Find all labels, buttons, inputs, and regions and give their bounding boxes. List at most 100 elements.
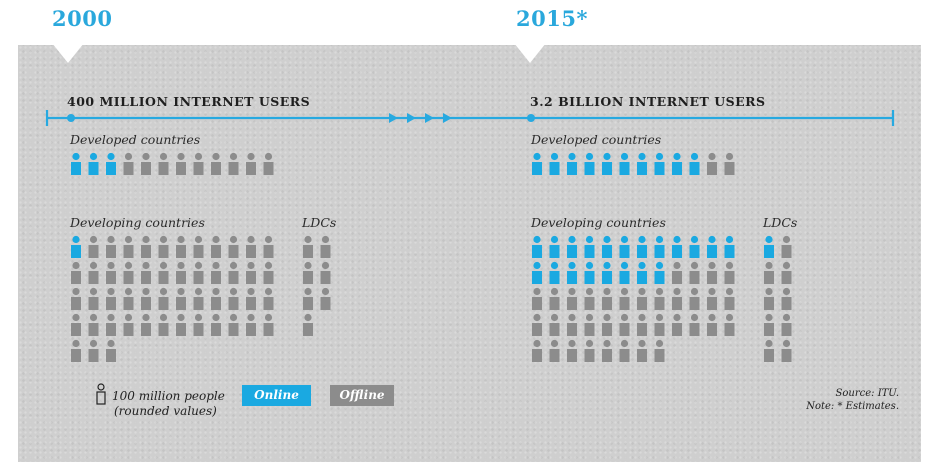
person-offline-icon [303, 313, 313, 336]
label-2000-ldcs: LDCs [302, 215, 337, 230]
person-offline-icon [532, 287, 542, 310]
notch-2000 [52, 43, 84, 63]
person-offline-icon [228, 287, 239, 310]
person-online-icon [637, 261, 647, 284]
person-offline-icon [228, 313, 239, 336]
person-offline-icon [689, 261, 700, 284]
person-offline-icon [781, 235, 792, 258]
person-offline-icon [707, 152, 717, 175]
person-online-icon [637, 235, 647, 258]
person-offline-icon [764, 339, 774, 362]
person-offline-icon [123, 313, 134, 336]
person-offline-icon [211, 287, 221, 310]
person-online-icon [602, 261, 612, 284]
person-offline-icon [320, 261, 331, 284]
person-offline-icon [211, 261, 221, 284]
person-offline-icon [724, 152, 735, 175]
person-offline-icon [637, 287, 647, 310]
person-offline-icon [71, 339, 81, 362]
notch-2015 [514, 43, 546, 63]
timeline-arrow-3 [425, 113, 434, 123]
person-offline-icon [532, 339, 542, 362]
person-offline-icon [781, 261, 792, 284]
person-offline-icon [228, 235, 239, 258]
person-offline-icon [549, 287, 560, 310]
person-offline-icon [158, 261, 169, 284]
person-offline-icon [176, 152, 186, 175]
person-offline-icon [602, 313, 612, 336]
person-offline-icon [246, 152, 256, 175]
legend-unit-line2: (rounded values) [114, 404, 217, 418]
timeline-dot-2000 [67, 114, 75, 122]
person-offline-icon [654, 313, 665, 336]
person-offline-icon [88, 339, 99, 362]
person-offline-icon [141, 261, 151, 284]
person-online-icon [549, 235, 560, 258]
person-offline-icon [707, 287, 717, 310]
person-offline-icon [263, 152, 274, 175]
person-offline-icon [106, 261, 116, 284]
person-offline-icon [781, 339, 792, 362]
person-offline-icon [123, 235, 134, 258]
person-online-icon [619, 261, 630, 284]
headline-2015: 3.2 BILLION INTERNET USERS [530, 94, 766, 109]
person-online-icon [584, 261, 595, 284]
person-offline-icon [549, 313, 560, 336]
timeline-arrow-2 [407, 113, 416, 123]
person-offline-icon [141, 152, 151, 175]
year-2000-label: 2000 [52, 6, 113, 31]
person-offline-icon [158, 313, 169, 336]
person-online-icon [532, 261, 542, 284]
person-offline-icon [549, 339, 560, 362]
person-offline-icon [71, 261, 81, 284]
person-offline-icon [228, 261, 239, 284]
person-online-icon [71, 235, 81, 258]
person-offline-icon [567, 287, 577, 310]
person-offline-icon [303, 261, 313, 284]
timeline-dot-2015 [527, 114, 535, 122]
person-offline-icon [176, 313, 186, 336]
person-offline-icon [106, 287, 116, 310]
person-offline-icon [707, 313, 717, 336]
person-offline-icon [263, 313, 274, 336]
person-offline-icon [158, 287, 169, 310]
person-offline-icon [689, 287, 700, 310]
person-offline-icon [246, 287, 256, 310]
person-offline-icon [602, 339, 612, 362]
person-offline-icon [123, 152, 134, 175]
person-online-icon [764, 235, 774, 258]
person-online-icon [602, 152, 612, 175]
person-offline-icon [88, 261, 99, 284]
person-offline-icon [193, 287, 204, 310]
person-offline-icon [320, 287, 331, 310]
person-offline-icon [123, 287, 134, 310]
person-online-icon [619, 152, 630, 175]
person-offline-icon [637, 339, 647, 362]
source-line: Source: ITU. [835, 388, 899, 399]
person-online-icon [689, 152, 700, 175]
person-online-icon [567, 235, 577, 258]
person-offline-icon [71, 287, 81, 310]
person-offline-icon [764, 313, 774, 336]
person-offline-icon [724, 261, 735, 284]
label-2000-developed: Developed countries [70, 132, 201, 147]
person-online-icon [707, 235, 717, 258]
person-online-icon [71, 152, 81, 175]
person-offline-icon [246, 261, 256, 284]
person-offline-icon [193, 235, 204, 258]
person-offline-icon [88, 287, 99, 310]
label-2015-developed: Developed countries [531, 132, 662, 147]
person-online-icon [672, 235, 682, 258]
person-online-icon [654, 261, 665, 284]
person-offline-icon [263, 261, 274, 284]
person-offline-icon [193, 313, 204, 336]
person-offline-icon [724, 313, 735, 336]
person-offline-icon [141, 287, 151, 310]
person-offline-icon [141, 235, 151, 258]
person-offline-icon [689, 313, 700, 336]
person-online-icon [654, 152, 665, 175]
person-offline-icon [106, 235, 116, 258]
person-offline-icon [176, 287, 186, 310]
legend-unit: 100 million people (rounded values) [112, 389, 225, 419]
person-offline-icon [764, 287, 774, 310]
